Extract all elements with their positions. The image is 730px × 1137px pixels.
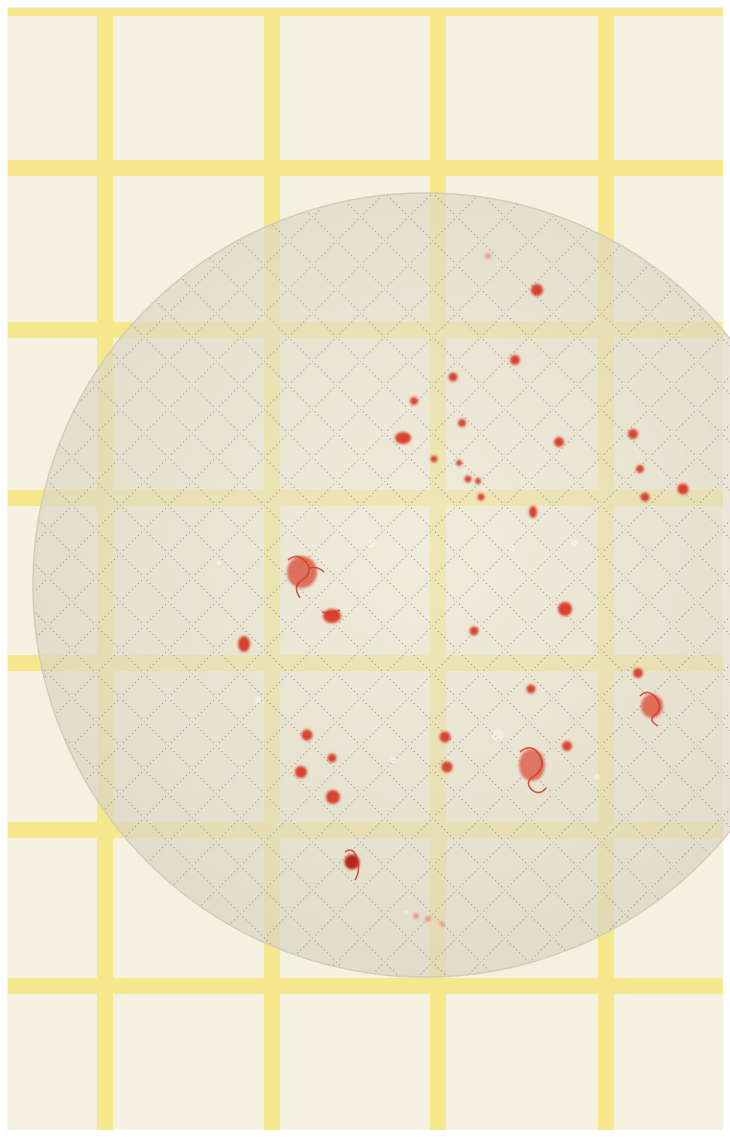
colony: [430, 455, 438, 463]
filament: [321, 609, 341, 614]
colony: [628, 429, 638, 439]
colony: [558, 602, 572, 616]
colony: [554, 437, 564, 447]
speck: [570, 539, 578, 547]
colony: [469, 626, 479, 636]
filament: [344, 849, 360, 881]
colony: [529, 506, 537, 518]
colony: [456, 460, 462, 466]
colony: [640, 492, 650, 502]
colony: [326, 790, 340, 804]
colony: [531, 284, 543, 296]
colony: [301, 729, 313, 741]
colony: [458, 419, 466, 427]
filter-specks: [216, 539, 600, 916]
colony: [238, 636, 250, 652]
colony-filaments: [287, 555, 661, 881]
colony: [439, 921, 445, 927]
colony: [448, 372, 458, 382]
colony: [562, 741, 572, 751]
colony: [475, 478, 481, 484]
colony: [395, 432, 411, 444]
colony: [287, 556, 317, 588]
filament: [287, 555, 310, 599]
speck: [367, 539, 375, 547]
speck: [255, 697, 261, 703]
colony: [636, 465, 644, 473]
filament: [519, 747, 547, 794]
membrane-filter: [32, 192, 730, 978]
grid-row-0: [8, 8, 723, 16]
colony: [295, 766, 307, 778]
speck: [403, 910, 409, 916]
colony: [464, 475, 472, 483]
speck: [390, 757, 396, 763]
colony: [441, 761, 453, 773]
filter-rim: [32, 192, 730, 978]
colony: [677, 483, 689, 495]
filament: [639, 691, 661, 727]
colony: [344, 854, 360, 870]
colony: [510, 355, 520, 365]
colony: [413, 913, 419, 919]
colony: [439, 731, 451, 743]
grid-row-6: [8, 978, 723, 994]
colony: [410, 397, 418, 405]
colony: [425, 916, 431, 922]
speck: [216, 560, 222, 566]
colony: [633, 668, 643, 678]
colony: [477, 493, 485, 501]
filament: [309, 566, 325, 573]
colony: [485, 253, 491, 259]
grid-row-1: [8, 160, 723, 176]
speck: [594, 774, 600, 780]
speck: [509, 545, 515, 551]
colony: [327, 753, 337, 763]
colony: [526, 684, 536, 694]
speck: [492, 729, 504, 741]
filter-dot-grid: [33, 193, 730, 977]
